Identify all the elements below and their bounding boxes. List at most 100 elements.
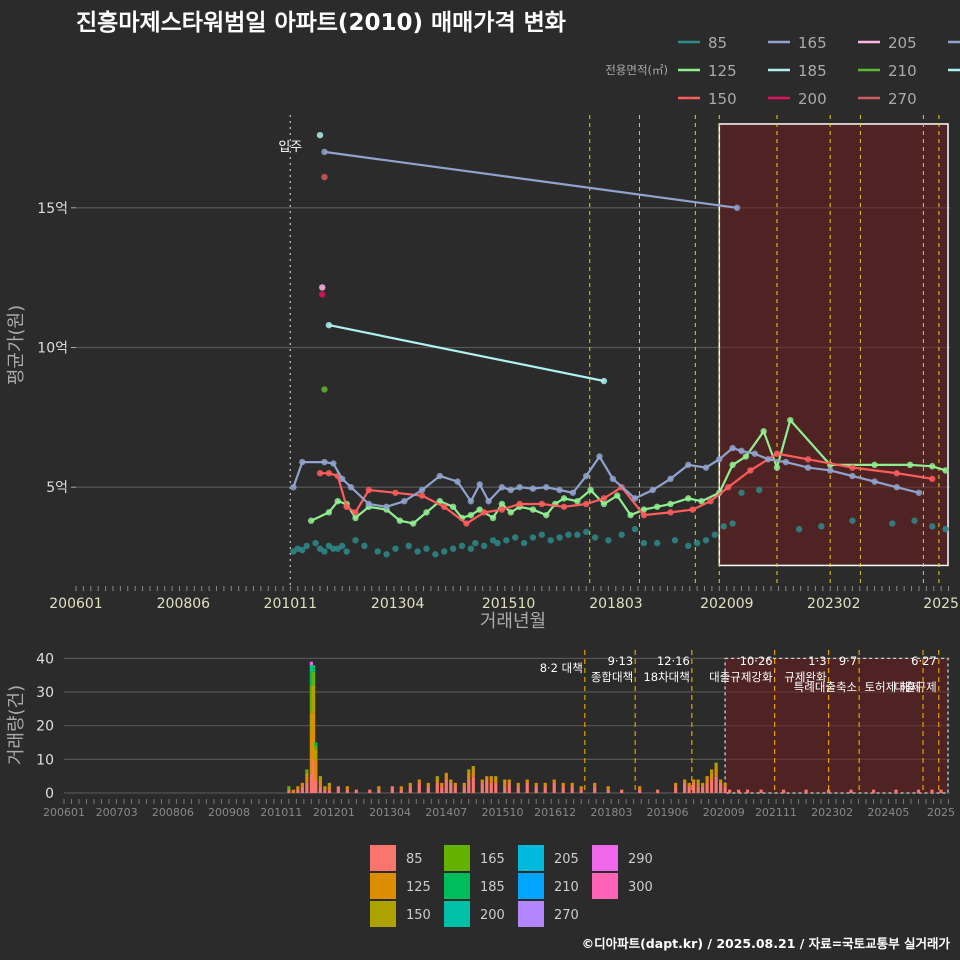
data-point <box>929 475 936 483</box>
data-point <box>711 531 719 538</box>
vol-bar <box>552 779 556 783</box>
vol-bar <box>399 789 403 793</box>
vol-bar <box>296 789 300 793</box>
data-point <box>893 470 900 477</box>
data-point <box>649 486 656 494</box>
vol-y-tick-label: 0 <box>45 786 54 802</box>
vol-bar <box>296 786 300 790</box>
vol-bar <box>314 779 318 793</box>
legend-box-85 <box>370 845 396 871</box>
vol-bar <box>638 786 642 790</box>
vol-bar <box>309 685 313 713</box>
data-point <box>392 489 399 496</box>
data-point <box>747 467 754 474</box>
data-point <box>849 472 856 480</box>
data-point <box>560 495 568 502</box>
vol-bar <box>323 786 327 790</box>
vol-bar <box>336 786 340 793</box>
data-point <box>449 503 457 510</box>
data-point <box>512 534 519 541</box>
vol-x-tick-label: 200908 <box>208 806 250 819</box>
data-point <box>489 514 497 522</box>
y-tick-label: 10억 <box>37 341 68 357</box>
data-point <box>325 321 333 329</box>
vol-bar <box>701 782 705 787</box>
vol-bar <box>656 789 660 793</box>
series-line-185 <box>328 324 605 383</box>
vol-bar <box>593 782 597 787</box>
vol-bar <box>638 789 642 793</box>
legend-label-185: 185 <box>798 62 827 80</box>
vol-bar <box>849 789 853 793</box>
data-point <box>480 509 488 516</box>
data-point <box>543 511 550 519</box>
vol-bar <box>579 789 583 793</box>
legend-box-125 <box>370 873 396 899</box>
vol-x-tick-label: 201407 <box>425 806 467 819</box>
data-point <box>751 450 758 457</box>
data-point <box>498 484 506 491</box>
legend-box-270 <box>518 901 544 927</box>
data-point <box>498 500 506 508</box>
vol-highlight-region <box>724 657 949 794</box>
legend-box-150 <box>370 901 396 927</box>
data-point <box>827 467 834 474</box>
vol-bar <box>552 782 556 793</box>
data-point <box>565 531 572 538</box>
vol-bar <box>323 789 327 793</box>
data-point <box>738 489 745 496</box>
series-210 <box>321 386 328 393</box>
vol-bar <box>480 782 484 793</box>
volume-plot: 0 10 20 30 40 거래량(건) 8·2 대책 9·13 종합대책 12·16 18차대책 1… <box>6 650 955 819</box>
vol-bar <box>723 786 727 793</box>
vol-bar <box>804 789 808 793</box>
vol-bar <box>300 782 304 787</box>
data-point <box>319 291 326 298</box>
vol-bar <box>759 789 763 793</box>
data-point <box>503 537 510 544</box>
vol-bar <box>687 782 691 787</box>
data-point <box>689 506 696 513</box>
data-point <box>556 486 563 494</box>
data-point <box>307 517 315 524</box>
data-point <box>640 539 648 547</box>
vol-y-tick-label: 40 <box>36 651 54 667</box>
legend-label-270: 270 <box>888 90 917 108</box>
data-point <box>929 523 936 530</box>
data-point <box>627 511 634 519</box>
vol-bar <box>701 786 705 793</box>
data-point <box>653 503 661 510</box>
data-point <box>733 204 741 211</box>
vol-bar <box>606 786 610 790</box>
vol-bar <box>314 745 318 750</box>
data-point <box>915 489 923 496</box>
vol-bar <box>314 749 318 760</box>
data-point <box>640 511 648 519</box>
data-point <box>441 503 448 510</box>
vol-bar <box>471 766 475 770</box>
data-point <box>911 517 918 524</box>
data-point <box>667 500 674 508</box>
legend-label-200: 200 <box>798 90 827 108</box>
data-point <box>547 537 554 544</box>
legend-box-185 <box>444 873 470 899</box>
vol-bar <box>606 789 610 793</box>
vol-x-tick-label: 201803 <box>590 806 632 819</box>
data-point <box>494 539 501 547</box>
data-point <box>667 509 674 516</box>
data-point <box>560 503 568 510</box>
legend-title: 전용면적(㎡) <box>605 63 668 77</box>
data-point <box>574 531 581 538</box>
vol-bar <box>453 782 457 787</box>
vol-bar <box>426 786 430 793</box>
data-point <box>392 545 399 552</box>
vol-bar <box>710 769 714 773</box>
series-165 <box>290 444 923 510</box>
data-point <box>849 517 856 524</box>
x-tick-label: 201510 <box>482 596 535 612</box>
vol-bar <box>579 786 583 790</box>
y-tick-label: 15억 <box>37 201 68 217</box>
vol-bar <box>719 782 723 793</box>
vol-x-tick-label: 202302 <box>811 806 853 819</box>
data-point <box>423 509 430 516</box>
